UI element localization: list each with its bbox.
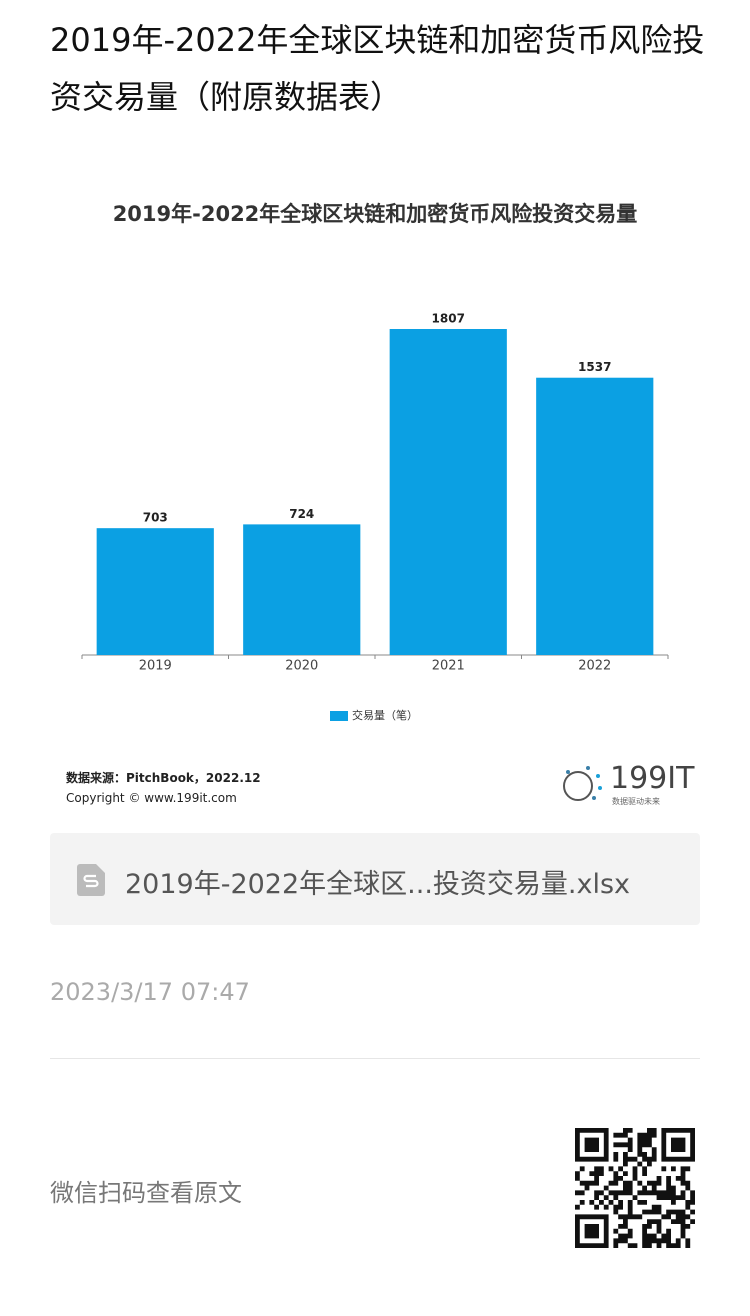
data-label: 1537	[578, 360, 611, 374]
date: 2023/3/17 07:47	[50, 978, 250, 1006]
x-tick-label: 2021	[432, 659, 465, 674]
chart: 2019年-2022年全球区块链和加密货币风险投资交易量 2019 2020 202…	[81, 202, 669, 722]
file-icon	[77, 864, 105, 896]
logo: 199IT 数据驱动未来	[563, 762, 695, 806]
chart-title: 2019年-2022年全球区块链和加密货币风险投资交易量	[113, 202, 638, 226]
legend-swatch	[330, 711, 348, 721]
footer-text: 微信扫码查看原文	[50, 1179, 242, 1207]
data-label: 703	[143, 511, 168, 525]
bar	[536, 377, 654, 655]
source: 数据来源：PitchBook，2022.12 Copyright © www.1…	[66, 768, 261, 808]
x-tick-label: 2019	[139, 659, 172, 674]
data-label: 724	[289, 507, 314, 521]
bar	[389, 329, 507, 655]
x-tick-label: 2020	[285, 659, 318, 674]
source-text: 数据来源：PitchBook，2022.12	[66, 771, 261, 785]
logo-mark	[563, 766, 602, 801]
qr-pattern	[575, 1128, 695, 1248]
copyright: Copyright © www.199it.com	[66, 791, 237, 805]
legend-label: 交易量（笔）	[352, 708, 418, 722]
x-tick-label: 2022	[578, 659, 611, 674]
divider	[50, 1058, 700, 1059]
bar	[96, 528, 214, 655]
bar	[243, 524, 361, 655]
logo-text: 199IT	[610, 762, 695, 796]
data-label: 1807	[432, 312, 465, 326]
logo-slogan: 数据驱动未来	[612, 796, 660, 806]
attachment-filename: 2019年-2022年全球区...投资交易量.xlsx	[125, 869, 631, 900]
page-title: 2019年-2022年全球区块链和加密货币风险投资交易量（附原数据表）	[50, 21, 705, 116]
attachment[interactable]: 2019年-2022年全球区...投资交易量.xlsx	[50, 833, 700, 925]
qr-code	[575, 1128, 695, 1248]
